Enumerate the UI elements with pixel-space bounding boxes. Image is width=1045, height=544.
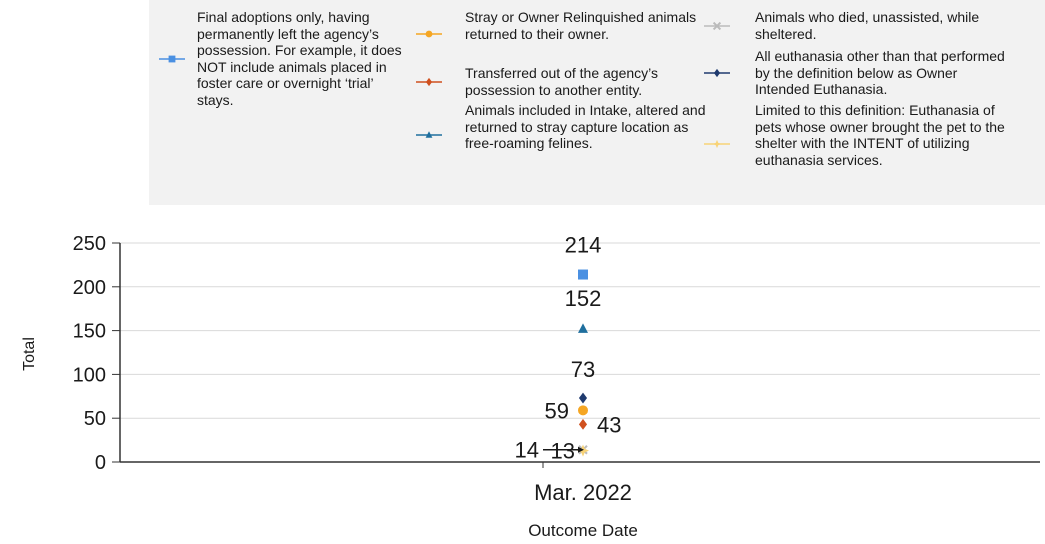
legend-marker-5 xyxy=(704,21,730,30)
point-series-4 xyxy=(578,323,588,333)
label-leader-arrow xyxy=(578,446,584,453)
legend-marker-shape xyxy=(712,21,722,30)
point-series-6 xyxy=(578,392,588,404)
legend-marker-7 xyxy=(704,139,730,148)
y-tick-label: 250 xyxy=(73,233,106,255)
data-label-series-6: 73 xyxy=(571,357,595,382)
x-axis-label: Outcome Date xyxy=(528,521,638,540)
legend-entry-4[interactable]: Animals included in Intake, altered and … xyxy=(465,102,706,152)
x-tick-label: Mar. 2022 xyxy=(534,480,632,505)
legend-marker-shape xyxy=(712,139,722,148)
legend: Final adoptions only, having permanently… xyxy=(149,0,1045,205)
data-label-series-7: 13 xyxy=(551,439,575,464)
legend-marker-shape xyxy=(425,131,433,138)
legend-entry-2[interactable]: Stray or Owner Relinquished animals retu… xyxy=(465,9,697,42)
legend-entry-5[interactable]: Animals who died, unassisted, while shel… xyxy=(755,9,980,42)
legend-marker-shape xyxy=(425,77,433,86)
y-axis: 0 50 100 150 200 250 xyxy=(73,233,121,474)
legend-marker-3 xyxy=(416,77,442,86)
y-tick-label: 100 xyxy=(73,364,106,386)
legend-entry-6[interactable]: All euthanasia other than that performed… xyxy=(755,48,1005,98)
point-series-3 xyxy=(578,418,588,430)
legend-marker-shape xyxy=(425,30,433,38)
point-series-2 xyxy=(578,405,588,416)
data-label-series-4: 152 xyxy=(565,286,602,311)
legend-entry-7[interactable]: Limited to this definition: Euthanasia o… xyxy=(755,102,1005,168)
legend-marker-shape xyxy=(168,55,176,63)
legend-marker-6 xyxy=(704,68,730,77)
y-axis-label: Total xyxy=(21,337,38,371)
y-tick-label: 150 xyxy=(73,321,106,343)
data-label-series-3: 43 xyxy=(597,412,621,437)
data-label-series-1: 214 xyxy=(565,233,602,258)
legend-marker-4 xyxy=(416,131,442,138)
legend-marker-2 xyxy=(416,30,442,38)
legend-entry-1[interactable]: Final adoptions only, having permanently… xyxy=(197,9,402,108)
y-tick-label: 200 xyxy=(73,277,106,299)
series-points xyxy=(577,269,589,457)
y-tick-label: 50 xyxy=(84,408,106,430)
legend-entry-3[interactable]: Transferred out of the agency’s possessi… xyxy=(465,65,658,98)
point-series-1 xyxy=(578,269,588,280)
data-label-series-5: 14 xyxy=(515,438,539,463)
data-label-series-2: 59 xyxy=(545,398,569,423)
point-series-7 xyxy=(577,444,589,457)
y-tick-label: 0 xyxy=(95,452,106,474)
x-axis: Mar. 2022 xyxy=(120,461,1040,505)
data-labels: 214 59 43 152 14 73 13 xyxy=(515,233,622,464)
legend-marker-1 xyxy=(159,55,185,63)
